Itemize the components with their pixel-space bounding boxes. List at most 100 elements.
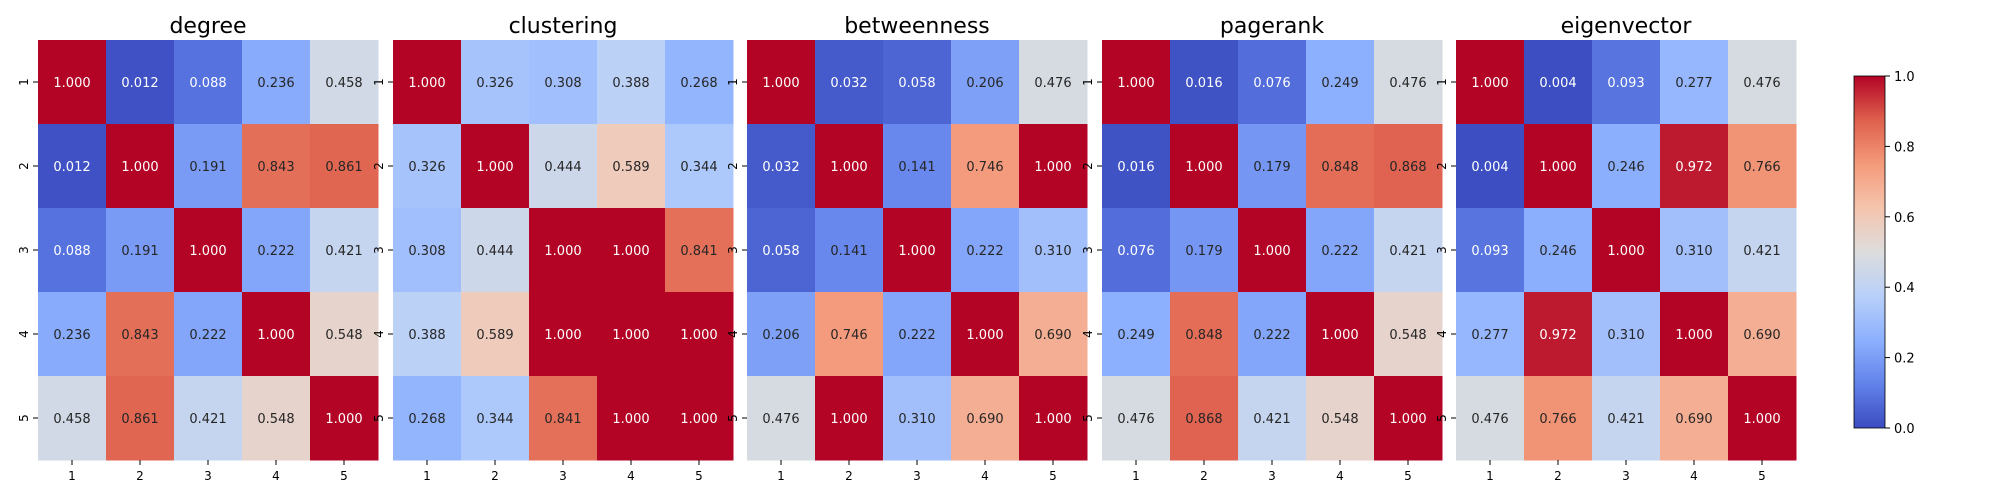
heatmap-cell: [1660, 292, 1729, 377]
heatmap-cell: [665, 124, 734, 209]
cell-value-label: 1.000: [325, 412, 362, 427]
cell-value-label: 0.766: [1539, 412, 1576, 427]
colorbar-tick-label: 0.0: [1894, 422, 1915, 437]
heatmap-cell: [174, 124, 243, 209]
heatmap-cell: [1019, 124, 1088, 209]
heatmap-cell: [1592, 40, 1661, 125]
cell-value-label: 0.249: [1321, 76, 1358, 91]
cell-value-label: 0.076: [1117, 244, 1154, 259]
heatmap-panel-degree: degree 1.000 0.012 0.088 0.236 0.458 0.012 1.00…: [17, 14, 379, 483]
heatmap-cell: [529, 376, 598, 461]
colorbar: 0.0 0.2 0.4 0.6 0.8 1.0: [1853, 70, 1915, 437]
cell-value-label: 0.222: [257, 244, 294, 259]
heatmap-cell: [883, 292, 952, 377]
heatmap-cell: [883, 124, 952, 209]
heatmap-cell: [1456, 208, 1525, 293]
heatmap-cell: [529, 208, 598, 293]
y-tick-label: 3: [372, 246, 386, 254]
cell-value-label: 1.000: [408, 76, 445, 91]
x-tick-label: 2: [1554, 469, 1562, 483]
cell-value-label: 0.848: [1321, 160, 1358, 175]
y-tick-label: 5: [17, 414, 31, 422]
heatmap-cell: [815, 376, 884, 461]
cell-value-label: 0.141: [830, 244, 867, 259]
cell-value-label: 0.848: [1185, 328, 1222, 343]
cell-value-label: 0.868: [1185, 412, 1222, 427]
cell-value-label: 1.000: [1253, 244, 1290, 259]
y-tick-label: 2: [1435, 162, 1449, 170]
cell-value-label: 1.000: [680, 412, 717, 427]
x-tick-label: 4: [272, 469, 280, 483]
y-tick-label: 1: [1081, 78, 1095, 86]
y-tick-label: 1: [1435, 78, 1449, 86]
y-tick-label: 3: [1435, 246, 1449, 254]
x-tick-label: 1: [777, 469, 785, 483]
heatmap-panel-clustering: clustering 1.000 0.326 0.308 0.388 0.268 0.326…: [372, 14, 734, 483]
cell-value-label: 0.476: [1389, 76, 1426, 91]
cell-value-label: 1.000: [189, 244, 226, 259]
cell-value-label: 0.032: [762, 160, 799, 175]
cell-value-label: 1.000: [680, 328, 717, 343]
heatmap-cell: [665, 208, 734, 293]
panel-title: eigenvector: [1561, 14, 1693, 39]
heatmap-cell: [1456, 376, 1525, 461]
heatmap-cell: [461, 124, 530, 209]
cell-value-label: 0.476: [762, 412, 799, 427]
cell-value-label: 0.476: [1743, 76, 1780, 91]
cell-value-label: 1.000: [612, 244, 649, 259]
cell-value-label: 1.000: [1117, 76, 1154, 91]
cell-value-label: 0.004: [1471, 160, 1508, 175]
heatmap-panels: degree 1.000 0.012 0.088 0.236 0.458 0.012 1.00…: [17, 14, 1797, 483]
heatmap-cell: [106, 376, 175, 461]
heatmap-cell: [310, 376, 379, 461]
cell-value-label: 0.841: [544, 412, 581, 427]
cell-value-label: 0.310: [1675, 244, 1712, 259]
cell-value-label: 1.000: [1607, 244, 1644, 259]
colorbar-tick-label: 1.0: [1894, 70, 1915, 85]
x-tick-label: 5: [1758, 469, 1766, 483]
cell-value-label: 0.843: [257, 160, 294, 175]
heatmap-cell: [815, 292, 884, 377]
cell-value-label: 1.000: [830, 160, 867, 175]
heatmap-cell: [1660, 376, 1729, 461]
cell-value-label: 0.246: [1539, 244, 1576, 259]
heatmap-cell: [106, 40, 175, 125]
y-tick-label: 2: [1081, 162, 1095, 170]
cell-value-label: 0.093: [1471, 244, 1508, 259]
heatmap-cell: [883, 376, 952, 461]
heatmap-cell: [1456, 124, 1525, 209]
cell-value-label: 0.476: [1471, 412, 1508, 427]
cell-value-label: 1.000: [121, 160, 158, 175]
heatmap-cell: [1374, 208, 1443, 293]
cell-value-label: 0.268: [680, 76, 717, 91]
cell-value-label: 0.388: [612, 76, 649, 91]
cell-value-label: 0.012: [121, 76, 158, 91]
cell-value-label: 0.249: [1117, 328, 1154, 343]
heatmap-cell: [242, 376, 311, 461]
cell-value-label: 0.589: [612, 160, 649, 175]
colorbar-tick-label: 0.4: [1894, 281, 1915, 296]
cell-value-label: 0.843: [121, 328, 158, 343]
heatmap-cell: [1374, 40, 1443, 125]
heatmap-cell: [106, 292, 175, 377]
heatmap-cell: [1660, 124, 1729, 209]
heatmap-cell: [1524, 292, 1593, 377]
cell-value-label: 0.236: [257, 76, 294, 91]
heatmap-cell: [747, 40, 816, 125]
heatmap-cell: [883, 40, 952, 125]
cell-value-label: 0.476: [1034, 76, 1071, 91]
heatmap-cell: [1306, 124, 1375, 209]
y-tick-label: 2: [17, 162, 31, 170]
heatmap-cell: [1524, 124, 1593, 209]
heatmap-cell: [1660, 208, 1729, 293]
heatmap-cell: [1728, 40, 1797, 125]
y-tick-label: 5: [372, 414, 386, 422]
cell-value-label: 0.016: [1185, 76, 1222, 91]
y-tick-label: 5: [1435, 414, 1449, 422]
y-tick-label: 3: [17, 246, 31, 254]
cell-value-label: 0.004: [1539, 76, 1576, 91]
x-tick-label: 2: [1200, 469, 1208, 483]
heatmap-cell: [1170, 40, 1239, 125]
y-tick-label: 4: [372, 330, 386, 338]
cell-value-label: 0.548: [257, 412, 294, 427]
